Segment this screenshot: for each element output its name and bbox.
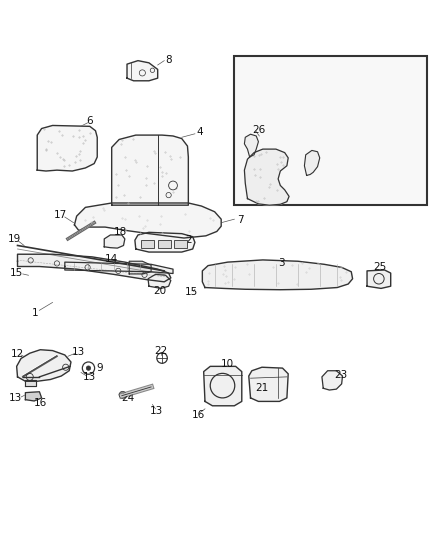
Polygon shape bbox=[249, 367, 288, 401]
Text: 16: 16 bbox=[192, 410, 205, 421]
Text: 24: 24 bbox=[121, 393, 134, 403]
Text: 16: 16 bbox=[34, 398, 47, 408]
Polygon shape bbox=[129, 261, 151, 274]
Polygon shape bbox=[17, 350, 71, 381]
Text: 10: 10 bbox=[221, 359, 234, 369]
Polygon shape bbox=[65, 262, 173, 273]
Text: 14: 14 bbox=[105, 254, 118, 264]
Polygon shape bbox=[244, 134, 258, 157]
Text: 22: 22 bbox=[155, 345, 168, 356]
Bar bbox=[158, 240, 171, 248]
Polygon shape bbox=[18, 254, 171, 282]
Bar bbox=[141, 240, 154, 248]
Text: 13: 13 bbox=[71, 347, 85, 357]
Text: 13: 13 bbox=[150, 406, 163, 416]
Text: 20: 20 bbox=[153, 286, 166, 296]
Text: 21: 21 bbox=[255, 383, 268, 393]
Polygon shape bbox=[104, 235, 125, 248]
Text: 15: 15 bbox=[10, 268, 23, 278]
Text: 19: 19 bbox=[7, 235, 21, 244]
Text: 9: 9 bbox=[96, 363, 103, 373]
Text: 2: 2 bbox=[185, 235, 192, 245]
Polygon shape bbox=[127, 61, 158, 81]
Text: 6: 6 bbox=[86, 116, 93, 126]
Text: 26: 26 bbox=[252, 125, 265, 135]
Text: 25: 25 bbox=[374, 262, 387, 272]
Polygon shape bbox=[204, 366, 242, 406]
Bar bbox=[234, 56, 427, 205]
Polygon shape bbox=[25, 392, 42, 401]
Circle shape bbox=[86, 366, 91, 370]
Polygon shape bbox=[37, 125, 97, 171]
Polygon shape bbox=[74, 203, 221, 238]
Circle shape bbox=[119, 391, 126, 398]
Text: 4: 4 bbox=[196, 127, 203, 136]
Text: 13: 13 bbox=[9, 393, 22, 403]
Polygon shape bbox=[244, 149, 289, 205]
Polygon shape bbox=[304, 150, 320, 175]
Polygon shape bbox=[112, 135, 188, 205]
Text: 17: 17 bbox=[54, 210, 67, 220]
Text: 15: 15 bbox=[185, 287, 198, 297]
Polygon shape bbox=[367, 270, 391, 288]
Text: 7: 7 bbox=[237, 215, 244, 224]
Polygon shape bbox=[322, 371, 343, 390]
Text: 3: 3 bbox=[278, 259, 285, 269]
Text: 13: 13 bbox=[83, 372, 96, 382]
Polygon shape bbox=[25, 381, 36, 386]
Text: 12: 12 bbox=[11, 349, 24, 359]
Polygon shape bbox=[202, 260, 353, 290]
Text: 18: 18 bbox=[114, 228, 127, 237]
Polygon shape bbox=[148, 274, 171, 288]
Text: 23: 23 bbox=[334, 370, 347, 380]
Text: 1: 1 bbox=[32, 308, 39, 318]
Text: 8: 8 bbox=[165, 55, 172, 65]
Polygon shape bbox=[135, 232, 195, 252]
Bar bbox=[174, 240, 187, 248]
